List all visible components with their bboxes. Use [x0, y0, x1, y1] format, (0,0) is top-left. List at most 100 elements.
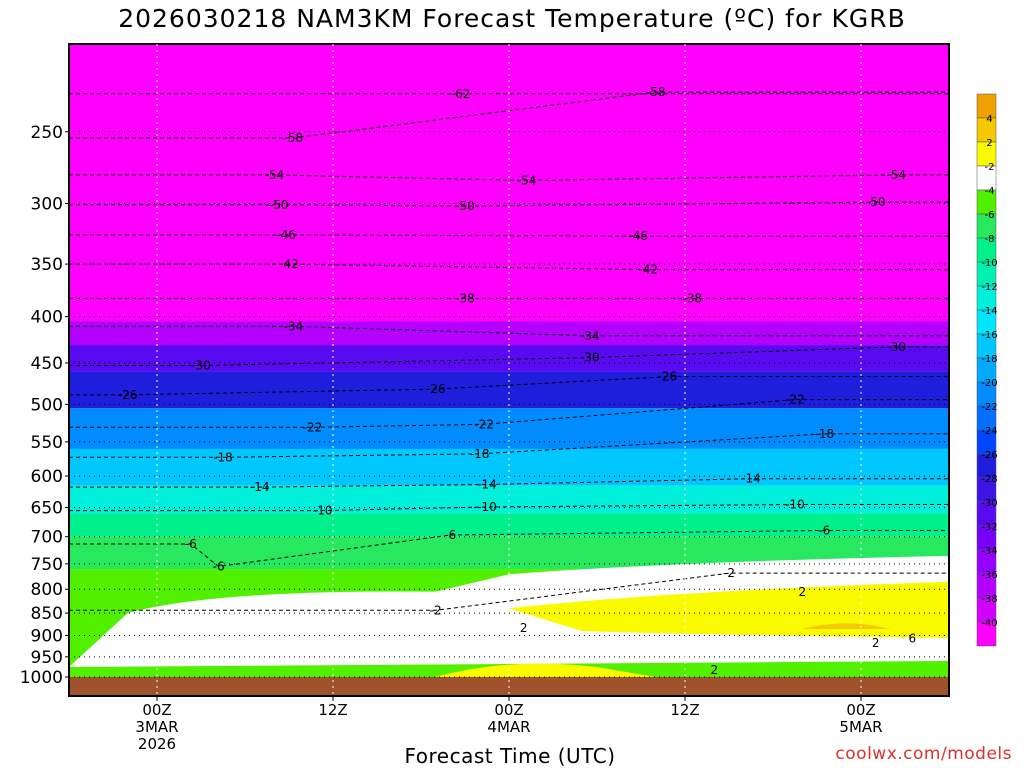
contour-line--46	[69, 234, 949, 237]
colorbar-tick-label: -38	[981, 594, 997, 605]
colorbar-tick-label: -12	[981, 282, 997, 293]
y-tick-label: 900	[31, 627, 63, 647]
colorbar-tick-label: -30	[981, 498, 997, 509]
colorbar-tick-label: 4	[986, 114, 992, 125]
contour-label: -6	[185, 537, 197, 551]
y-tick-label: 750	[31, 555, 63, 575]
temperature-band-5	[69, 448, 949, 486]
contour-label: -6	[213, 559, 225, 573]
colorbar-tick-label: -6	[985, 210, 995, 221]
contour-label: -30	[580, 351, 600, 365]
contour-label: -18	[815, 427, 835, 441]
colorbar-tick-label: -22	[981, 402, 997, 413]
credit-label: coolwx.com/models	[835, 744, 1012, 764]
colorbar-tick-label: -4	[985, 186, 995, 197]
colorbar-tick-label: -36	[981, 570, 997, 581]
contour-label: -10	[785, 498, 805, 512]
contour-label: -22	[303, 420, 323, 434]
colorbar-tick-label: -26	[981, 450, 997, 461]
contour-label: -46	[628, 229, 648, 243]
contour-label: -54	[886, 168, 906, 182]
contour-label: -22	[785, 393, 805, 407]
x-tick-label: 2026	[138, 735, 176, 753]
y-tick-label: 500	[31, 395, 63, 415]
x-tick-label: 4MAR	[487, 718, 530, 736]
y-tick-label: 300	[31, 194, 63, 214]
contour-line--2	[69, 572, 949, 611]
contour-label: -26	[426, 382, 446, 396]
colorbar-tick-label: -32	[981, 522, 997, 533]
x-tick-label: 00Z	[142, 701, 171, 719]
chart-title: 2026030218 NAM3KM Forecast Temperature (…	[118, 4, 906, 33]
contour-label: -22	[474, 417, 494, 431]
x-tick-label: 12Z	[670, 701, 699, 719]
x-tick-label: 12Z	[318, 701, 347, 719]
contour-label: -6	[818, 523, 830, 537]
freezing-layer-region	[69, 555, 949, 668]
contour-line--6	[69, 529, 949, 567]
contour-label: -26	[658, 370, 678, 384]
contour-label: -2	[723, 566, 735, 580]
contour-label: -50	[866, 195, 886, 209]
contour-label: 2	[520, 621, 528, 635]
colorbar-tick-label: -14	[981, 306, 997, 317]
x-tick-label: 5MAR	[839, 718, 882, 736]
temperature-band-2	[69, 345, 949, 372]
temperature-band-3	[69, 371, 949, 409]
contour-label: -50	[269, 198, 289, 212]
contour-label: -14	[250, 480, 270, 494]
contour-line--54	[69, 174, 949, 182]
contour-line--22	[69, 399, 949, 428]
x-tick-label: 00Z	[846, 701, 875, 719]
contour-label: -50	[455, 199, 475, 213]
colorbar-tick-label: -16	[981, 330, 997, 341]
y-tick-label: 350	[31, 255, 63, 275]
y-tick-label: 650	[31, 499, 63, 519]
contour-label: -30	[191, 359, 211, 373]
contour-line--42	[69, 263, 949, 271]
colorbar-tick-label: -2	[985, 162, 995, 173]
colorbar-tick-label: -34	[981, 546, 997, 557]
y-tick-label: 400	[31, 308, 63, 328]
contour-label: -46	[276, 228, 296, 242]
contour-label: 6	[909, 632, 917, 646]
contour-label: -54	[517, 174, 537, 188]
surface-warm-region	[435, 663, 656, 677]
y-tick-label: 700	[31, 528, 63, 548]
contour-line--26	[69, 376, 949, 396]
y-tick-label: 600	[31, 467, 63, 487]
colorbar-tick-label: -40	[981, 618, 997, 629]
contour-label: -34	[284, 319, 304, 333]
contour-line--58	[69, 91, 949, 139]
colorbar-tick-label: -18	[981, 354, 997, 365]
colorbar-tick-label: -8	[985, 234, 995, 245]
warm-core-region	[802, 623, 891, 629]
colorbar-tick-label: -20	[981, 378, 997, 389]
contour-label: -58	[646, 85, 666, 99]
y-tick-label: 850	[31, 604, 63, 624]
contour-label: 2	[872, 636, 880, 650]
contour-label: -38	[455, 292, 475, 306]
colorbar-tick-label: -24	[981, 426, 997, 437]
contour-label: -30	[886, 340, 906, 354]
y-tick-label: 550	[31, 433, 63, 453]
contour-label: -10	[477, 500, 497, 514]
x-tick-label: 3MAR	[135, 718, 178, 736]
contour-label: -34	[580, 329, 600, 343]
y-tick-label: 800	[31, 580, 63, 600]
contour-label: -38	[683, 292, 703, 306]
contour-label: -6	[444, 528, 456, 542]
contour-label: -42	[639, 263, 659, 277]
contour-line--14	[69, 478, 949, 488]
contour-label: -62	[451, 87, 471, 101]
contour-label: -26	[118, 388, 138, 402]
x-tick-label: 00Z	[494, 701, 523, 719]
colorbar-tick-label: -28	[981, 474, 997, 485]
contour-line--30	[69, 346, 949, 367]
contour-line--10	[69, 504, 949, 512]
colorbar-tick-label: -10	[981, 258, 997, 269]
colorbar-swatch	[976, 621, 997, 647]
contour-label: -14	[741, 472, 761, 486]
y-tick-label: 450	[31, 354, 63, 374]
